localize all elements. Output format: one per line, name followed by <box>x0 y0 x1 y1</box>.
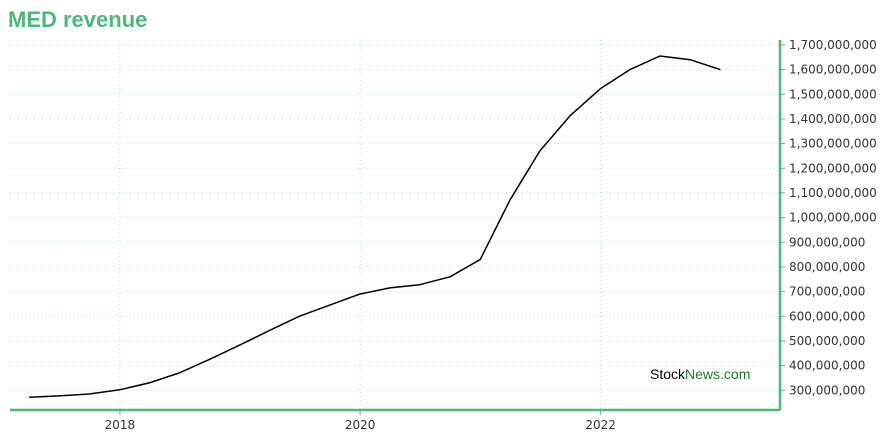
revenue-series-line <box>29 55 721 398</box>
watermark-stock: Stock <box>650 366 686 382</box>
series-group <box>29 55 721 398</box>
y-tick-label: 1,300,000,000 <box>789 137 877 151</box>
chart-title: MED revenue <box>8 7 148 32</box>
x-tick-label: 2022 <box>585 418 616 432</box>
y-tick-label: 1,100,000,000 <box>789 186 877 200</box>
y-tick-label: 1,200,000,000 <box>789 161 877 175</box>
y-tick-label: 500,000,000 <box>789 334 865 348</box>
y-tick-label: 1,000,000,000 <box>789 211 877 225</box>
y-tick-label: 1,400,000,000 <box>789 112 877 126</box>
y-tick-label: 400,000,000 <box>789 359 865 373</box>
y-tick-label: 900,000,000 <box>789 235 865 249</box>
x-gridlines <box>119 40 602 410</box>
y-gridlines <box>10 44 780 391</box>
x-tick-labels: 2018 2020 2022 <box>105 410 616 432</box>
y-tick-label: 600,000,000 <box>789 309 865 323</box>
watermark-news: News.com <box>685 366 750 382</box>
watermark: StockNews.com <box>650 366 750 382</box>
axes <box>10 40 782 412</box>
y-tick-label: 1,600,000,000 <box>789 63 877 77</box>
y-tick-labels: 300,000,000 400,000,000 500,000,000 600,000… <box>780 38 877 397</box>
y-tick-label: 300,000,000 <box>789 383 865 397</box>
x-tick-label: 2018 <box>105 418 136 432</box>
y-tick-label: 1,500,000,000 <box>789 87 877 101</box>
x-tick-label: 2020 <box>345 418 376 432</box>
y-tick-label: 700,000,000 <box>789 285 865 299</box>
y-tick-label: 1,700,000,000 <box>789 38 877 52</box>
y-tick-label: 800,000,000 <box>789 260 865 274</box>
